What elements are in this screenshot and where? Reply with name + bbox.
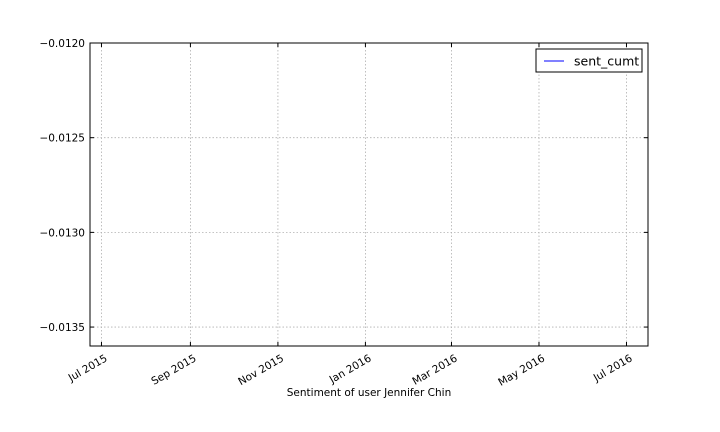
legend: sent_cumt (535, 48, 643, 73)
grid (90, 42, 648, 346)
ticks (90, 42, 648, 346)
y-tick-label: −0.0135 (39, 322, 85, 334)
y-tick-label: −0.0120 (39, 38, 85, 50)
legend-box (535, 48, 643, 73)
y-tick-label: −0.0130 (39, 227, 85, 239)
x-axis-label: Sentiment of user Jennifer Chin (287, 387, 451, 399)
y-tick-label: −0.0125 (39, 133, 85, 145)
legend-entry-sent-cumt: sent_cumt (574, 54, 639, 69)
plot-frame (89, 42, 649, 347)
